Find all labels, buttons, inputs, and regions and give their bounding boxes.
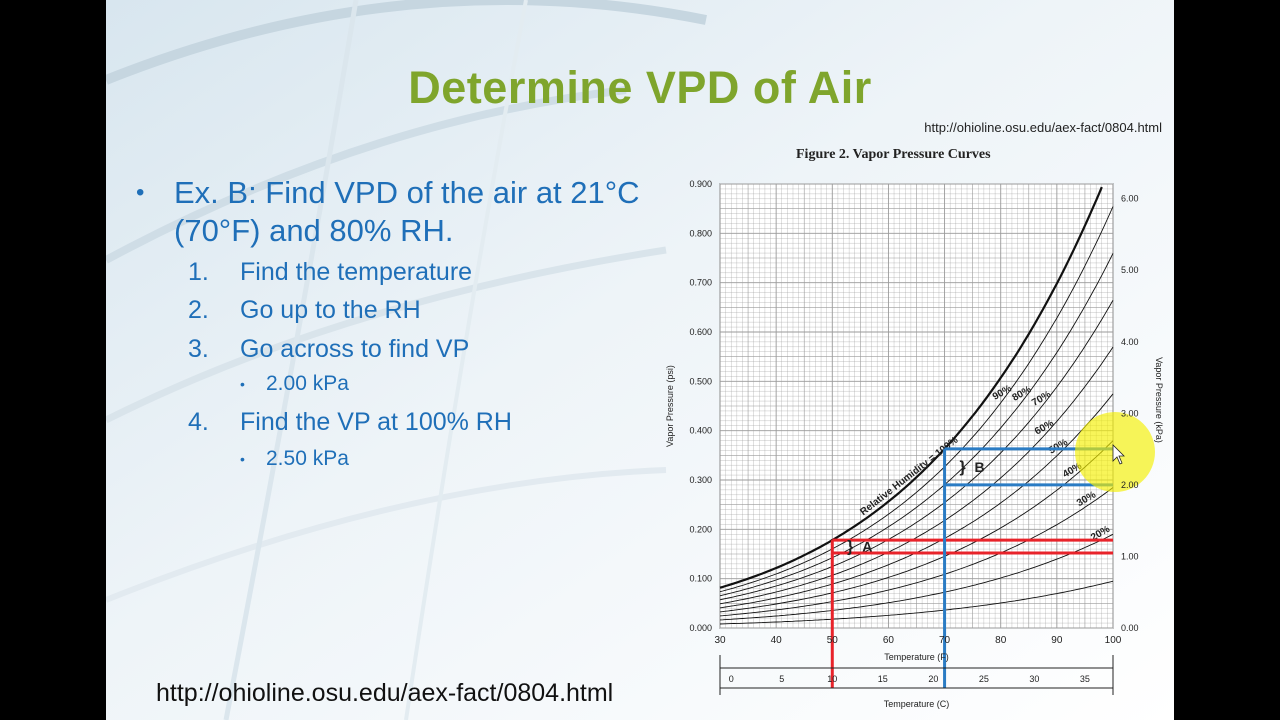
y-axis-label: Vapor Pressure (psi)	[666, 365, 675, 447]
y2-axis-label: Vapor Pressure (kPa)	[1154, 357, 1164, 443]
step-text: Go up to the RH	[240, 296, 421, 324]
step-1: 1. Find the temperature	[188, 258, 472, 287]
x2-tick-label: 20	[928, 674, 938, 684]
y-tick-label: 0.500	[689, 376, 712, 386]
sub-value-1: • 2.00 kPa	[240, 372, 349, 396]
step-text: Find the temperature	[240, 258, 473, 286]
x-tick-label: 40	[771, 635, 783, 646]
step-number: 2.	[188, 296, 209, 324]
y-tick-label: 0.200	[689, 524, 712, 534]
y2-tick-label: 5.00	[1121, 265, 1139, 275]
y2-tick-label: 6.00	[1121, 194, 1139, 204]
source-url-top[interactable]: http://ohioline.osu.edu/aex-fact/0804.ht…	[924, 120, 1162, 135]
x-tick-label: 70	[939, 635, 951, 646]
step-4: 4. Find the VP at 100% RH	[188, 408, 512, 437]
x2-tick-label: 5	[779, 674, 784, 684]
example-A-label: A	[862, 539, 872, 555]
x2-tick-label: 25	[979, 674, 989, 684]
y2-tick-label: 3.00	[1121, 408, 1139, 418]
y-tick-label: 0.700	[689, 278, 712, 288]
x-tick-label: 30	[714, 635, 726, 646]
y-tick-label: 0.000	[689, 623, 712, 633]
x-tick-label: 50	[827, 635, 839, 646]
grid-lines	[719, 183, 1114, 629]
x2-axis-label: Temperature (C)	[884, 699, 950, 709]
sub-value-2: • 2.50 kPa	[240, 447, 349, 471]
y-tick-label: 0.800	[689, 228, 712, 238]
rh-curve-20	[719, 533, 1114, 621]
rh-curve-60	[719, 346, 1114, 605]
step-number: 3.	[188, 335, 209, 363]
x-tick-label: 80	[995, 635, 1007, 646]
rh-curve-90	[719, 206, 1114, 593]
x2-tick-label: 35	[1080, 674, 1090, 684]
sub-value-text: 2.00 kPa	[266, 372, 349, 395]
bullet-text: Ex. B: Find VPD of the air at 21°C (70°F…	[174, 175, 640, 248]
y2-tick-label: 0.00	[1121, 623, 1139, 633]
chart-title: Figure 2. Vapor Pressure Curves	[796, 147, 991, 162]
step-number: 1.	[188, 258, 209, 286]
step-text: Find the VP at 100% RH	[240, 408, 512, 436]
slide: Determine VPD of Air http://ohioline.osu…	[106, 0, 1174, 720]
x2-tick-label: 30	[1029, 674, 1039, 684]
cursor-icon	[1112, 444, 1125, 465]
main-bullet: • Ex. B: Find VPD of the air at 21°C (70…	[136, 174, 656, 250]
y-tick-label: 0.900	[689, 179, 712, 189]
example-A-brace: }	[847, 539, 853, 556]
sub-bullet-icon: •	[240, 451, 245, 468]
sub-value-text: 2.50 kPa	[266, 447, 349, 470]
sub-bullet-icon: •	[240, 376, 245, 393]
y-tick-label: 0.400	[689, 426, 712, 436]
y2-tick-label: 1.00	[1121, 551, 1139, 561]
x-tick-label: 100	[1105, 635, 1122, 646]
rh-curve-30	[719, 487, 1114, 617]
bullet-dot-icon: •	[136, 179, 145, 206]
rh-curve-80	[719, 253, 1114, 597]
x-axis-label: Temperature (F)	[884, 652, 949, 662]
step-3: 3. Go across to find VP	[188, 335, 469, 364]
x2-tick-label: 15	[878, 674, 888, 684]
rh-curve-100	[719, 186, 1103, 589]
rh-curve-40	[719, 440, 1114, 613]
y-tick-label: 0.600	[689, 327, 712, 337]
x2-tick-label: 0	[729, 674, 734, 684]
example-B-brace: }	[959, 459, 965, 476]
step-text: Go across to find VP	[240, 335, 470, 363]
rh-curve-10	[719, 580, 1114, 625]
rh-curve-70	[719, 299, 1114, 601]
y2-tick-label: 2.00	[1121, 480, 1139, 490]
x2-tick-label: 10	[827, 674, 837, 684]
y-tick-label: 0.300	[689, 475, 712, 485]
step-2: 2. Go up to the RH	[188, 296, 421, 325]
x-tick-label: 90	[1051, 635, 1063, 646]
slide-title: Determine VPD of Air	[408, 62, 872, 113]
y2-tick-label: 4.00	[1121, 337, 1139, 347]
source-url-bottom[interactable]: http://ohioline.osu.edu/aex-fact/0804.ht…	[156, 679, 614, 707]
vapor-pressure-chart: Relative Humidity = 100%90%80%70%60%50%4…	[666, 179, 1164, 709]
x-tick-label: 60	[883, 635, 895, 646]
step-number: 4.	[188, 408, 209, 436]
example-B-label: B	[975, 459, 985, 475]
y-tick-label: 0.100	[689, 574, 712, 584]
